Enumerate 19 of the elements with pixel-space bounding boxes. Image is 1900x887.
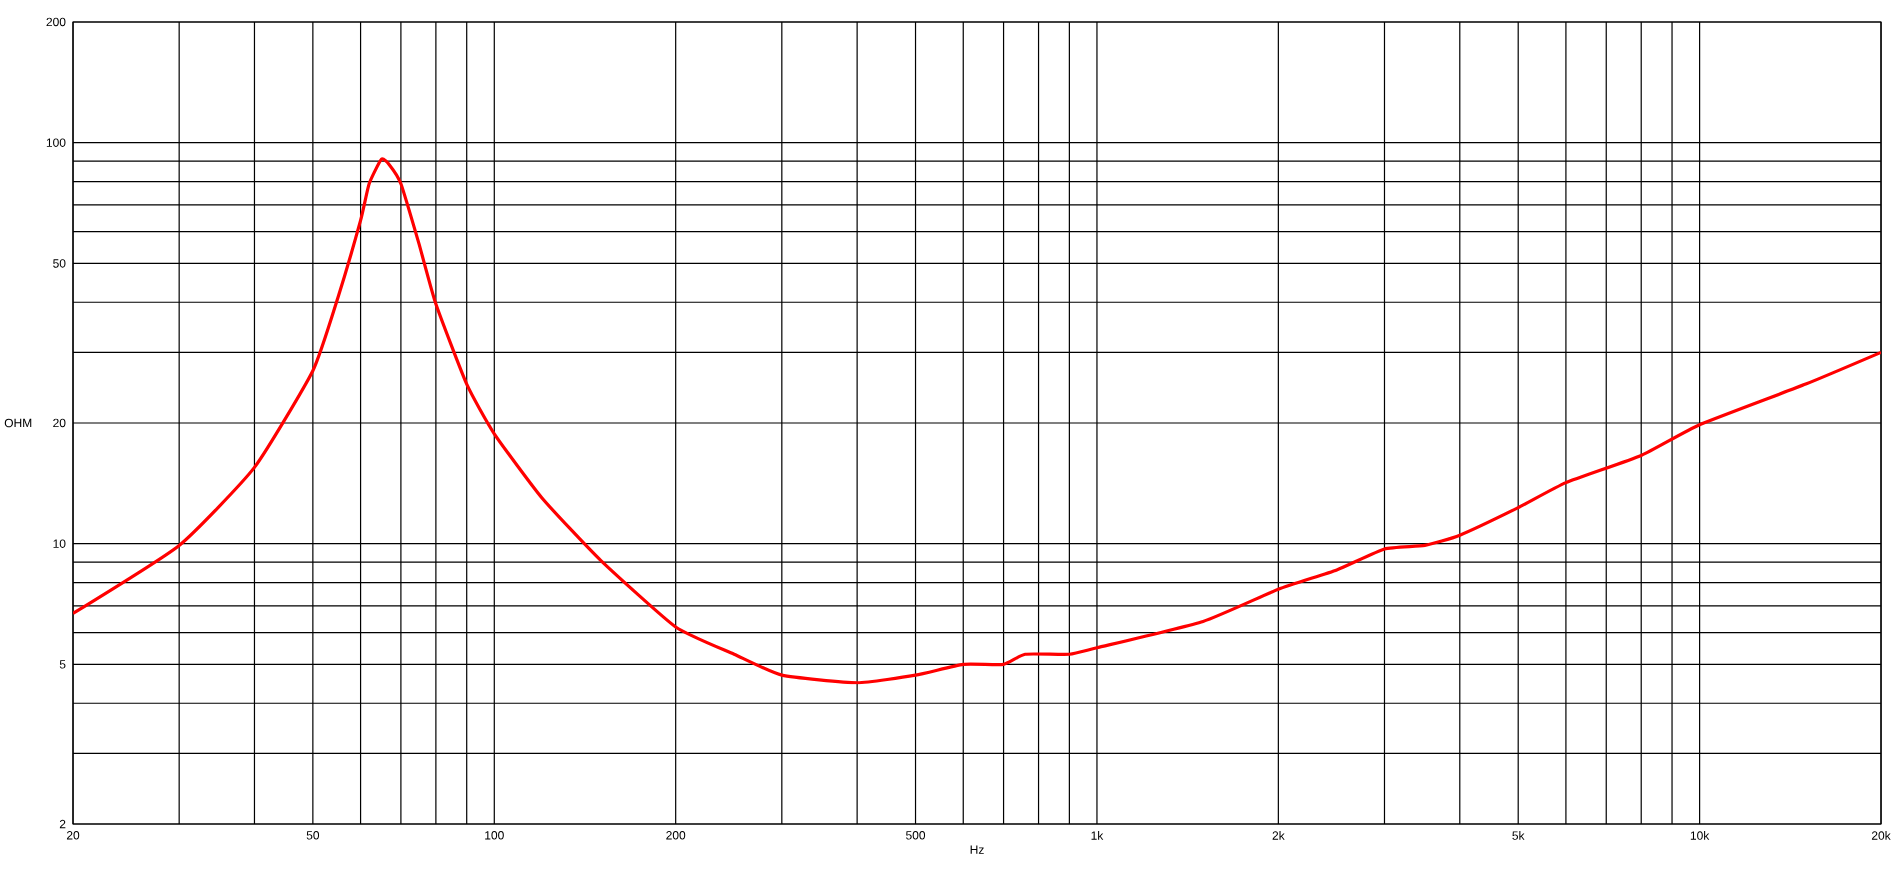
y-tick-label: 100 xyxy=(46,138,66,147)
x-tick-label: 10k xyxy=(1690,831,1710,840)
x-tick-label: 100 xyxy=(485,831,504,840)
x-tick-label: 200 xyxy=(666,831,686,840)
y-tick-label: 20 xyxy=(53,418,66,428)
x-axis-title: Hz xyxy=(970,845,984,854)
y-tick-label: 5 xyxy=(59,660,66,669)
y-tick-label: 2 xyxy=(59,819,66,829)
x-tick-label: 1k xyxy=(1091,831,1104,840)
x-tick-label: 20k xyxy=(1871,831,1891,840)
y-axis-title: OHM xyxy=(4,418,32,428)
y-tick-label: 200 xyxy=(46,17,66,27)
x-tick-label: 2k xyxy=(1272,831,1285,840)
x-tick-label: 500 xyxy=(905,831,926,840)
x-tick-label: 5k xyxy=(1512,831,1525,840)
y-tick-label: 10 xyxy=(53,539,66,548)
x-tick-label: 20 xyxy=(66,831,80,840)
y-tick-label: 50 xyxy=(53,259,66,268)
x-tick-label: 50 xyxy=(306,831,320,840)
